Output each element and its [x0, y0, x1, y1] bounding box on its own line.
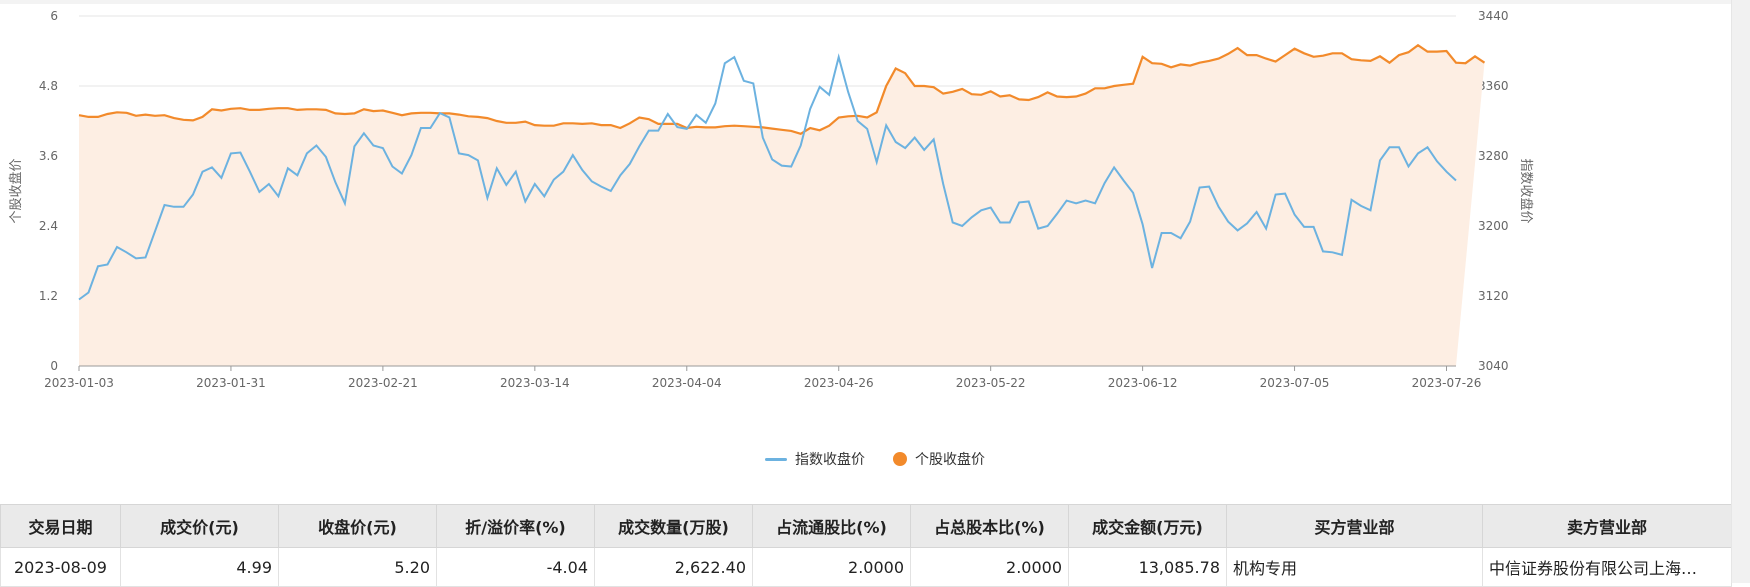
- x-tick-label: 2023-04-26: [804, 376, 874, 390]
- price-chart: 0 1.2 2.4 3.6 4.8 6 3040 3120 3200 3280 3360 3440 个股…: [8, 9, 1534, 390]
- x-tick-label: 2023-03-14: [500, 376, 570, 390]
- cell-total-ratio: 2.0000: [910, 547, 1069, 587]
- y-right-tick-label: 3040: [1478, 359, 1509, 373]
- cell-amount: 13,085.78: [1068, 547, 1227, 587]
- y-left-tick-label: 1.2: [39, 289, 58, 303]
- y-right-tick-label: 3200: [1478, 219, 1509, 233]
- legend-label-stock: 个股收盘价: [915, 452, 985, 468]
- y-left-axis-title: 个股收盘价: [8, 158, 24, 223]
- stock-close-line: [78, 43, 1486, 135]
- y-left-tick-label: 2.4: [39, 219, 58, 233]
- stock-area-fill: [79, 45, 1485, 366]
- y-right-axis-title: 指数收盘价: [1518, 158, 1534, 223]
- cell-premium-rate: -4.04: [436, 547, 595, 587]
- cell-buyer[interactable]: 机构专用: [1226, 547, 1483, 587]
- legend-label-index: 指数收盘价: [795, 452, 865, 468]
- index-close-line: [78, 53, 1457, 301]
- cell-date: 2023-08-09: [0, 547, 121, 587]
- x-tick-label: 2023-07-26: [1412, 376, 1482, 390]
- col-header-close-price[interactable]: 收盘价(元): [278, 504, 437, 548]
- block-trade-table: 交易日期 成交价(元) 收盘价(元) 折/溢价率(%) 成交数量(万股) 占流通…: [0, 504, 1732, 587]
- y-left-tick-label: 0: [50, 359, 58, 373]
- y-right-tick-label: 3440: [1478, 9, 1509, 23]
- legend-item-stock[interactable]: 个股收盘价: [893, 449, 985, 469]
- col-header-buyer: 买方营业部: [1226, 504, 1483, 548]
- cell-seller[interactable]: 中信证券股份有限公司上海…: [1482, 547, 1732, 587]
- col-header-amount[interactable]: 成交金额(万元): [1068, 504, 1227, 548]
- col-header-seller: 卖方营业部: [1482, 504, 1732, 548]
- cell-close-price: 5.20: [278, 547, 437, 587]
- cell-deal-price: 4.99: [120, 547, 279, 587]
- cell-volume: 2,622.40: [594, 547, 753, 587]
- col-header-float-ratio[interactable]: 占流通股比(%): [752, 504, 911, 548]
- vertical-scrollbar[interactable]: [1731, 0, 1750, 583]
- cell-float-ratio: 2.0000: [752, 547, 911, 587]
- x-tick-label: 2023-01-03: [44, 376, 114, 390]
- legend-line-swatch: [765, 457, 787, 461]
- table-row: 2023-08-09 4.99 5.20 -4.04 2,622.40 2.00…: [0, 547, 1732, 587]
- col-header-deal-price[interactable]: 成交价(元): [120, 504, 279, 548]
- legend-item-index[interactable]: 指数收盘价: [765, 449, 865, 469]
- col-header-volume[interactable]: 成交数量(万股): [594, 504, 753, 548]
- chart-legend: 指数收盘价 个股收盘价: [0, 448, 1750, 470]
- table-header-row: 交易日期 成交价(元) 收盘价(元) 折/溢价率(%) 成交数量(万股) 占流通…: [0, 504, 1732, 548]
- x-tick-label: 2023-07-05: [1260, 376, 1330, 390]
- top-strip: [0, 0, 1750, 4]
- x-tick-label: 2023-06-12: [1108, 376, 1178, 390]
- y-left-tick-label: 3.6: [39, 149, 58, 163]
- y-right-tick-label: 3280: [1478, 149, 1509, 163]
- y-right-tick-label: 3120: [1478, 289, 1509, 303]
- x-tick-label: 2023-02-21: [348, 376, 418, 390]
- col-header-date[interactable]: 交易日期: [0, 504, 121, 548]
- y-left-tick-label: 6: [50, 9, 58, 23]
- y-left-tick-label: 4.8: [39, 79, 58, 93]
- col-header-premium-rate[interactable]: 折/溢价率(%): [436, 504, 595, 548]
- x-tick-label: 2023-01-31: [196, 376, 266, 390]
- legend-dot-swatch: [893, 452, 907, 466]
- x-tick-label: 2023-04-04: [652, 376, 722, 390]
- y-right-tick-label: 3360: [1478, 79, 1509, 93]
- col-header-total-ratio[interactable]: 占总股本比(%): [910, 504, 1069, 548]
- x-tick-label: 2023-05-22: [956, 376, 1026, 390]
